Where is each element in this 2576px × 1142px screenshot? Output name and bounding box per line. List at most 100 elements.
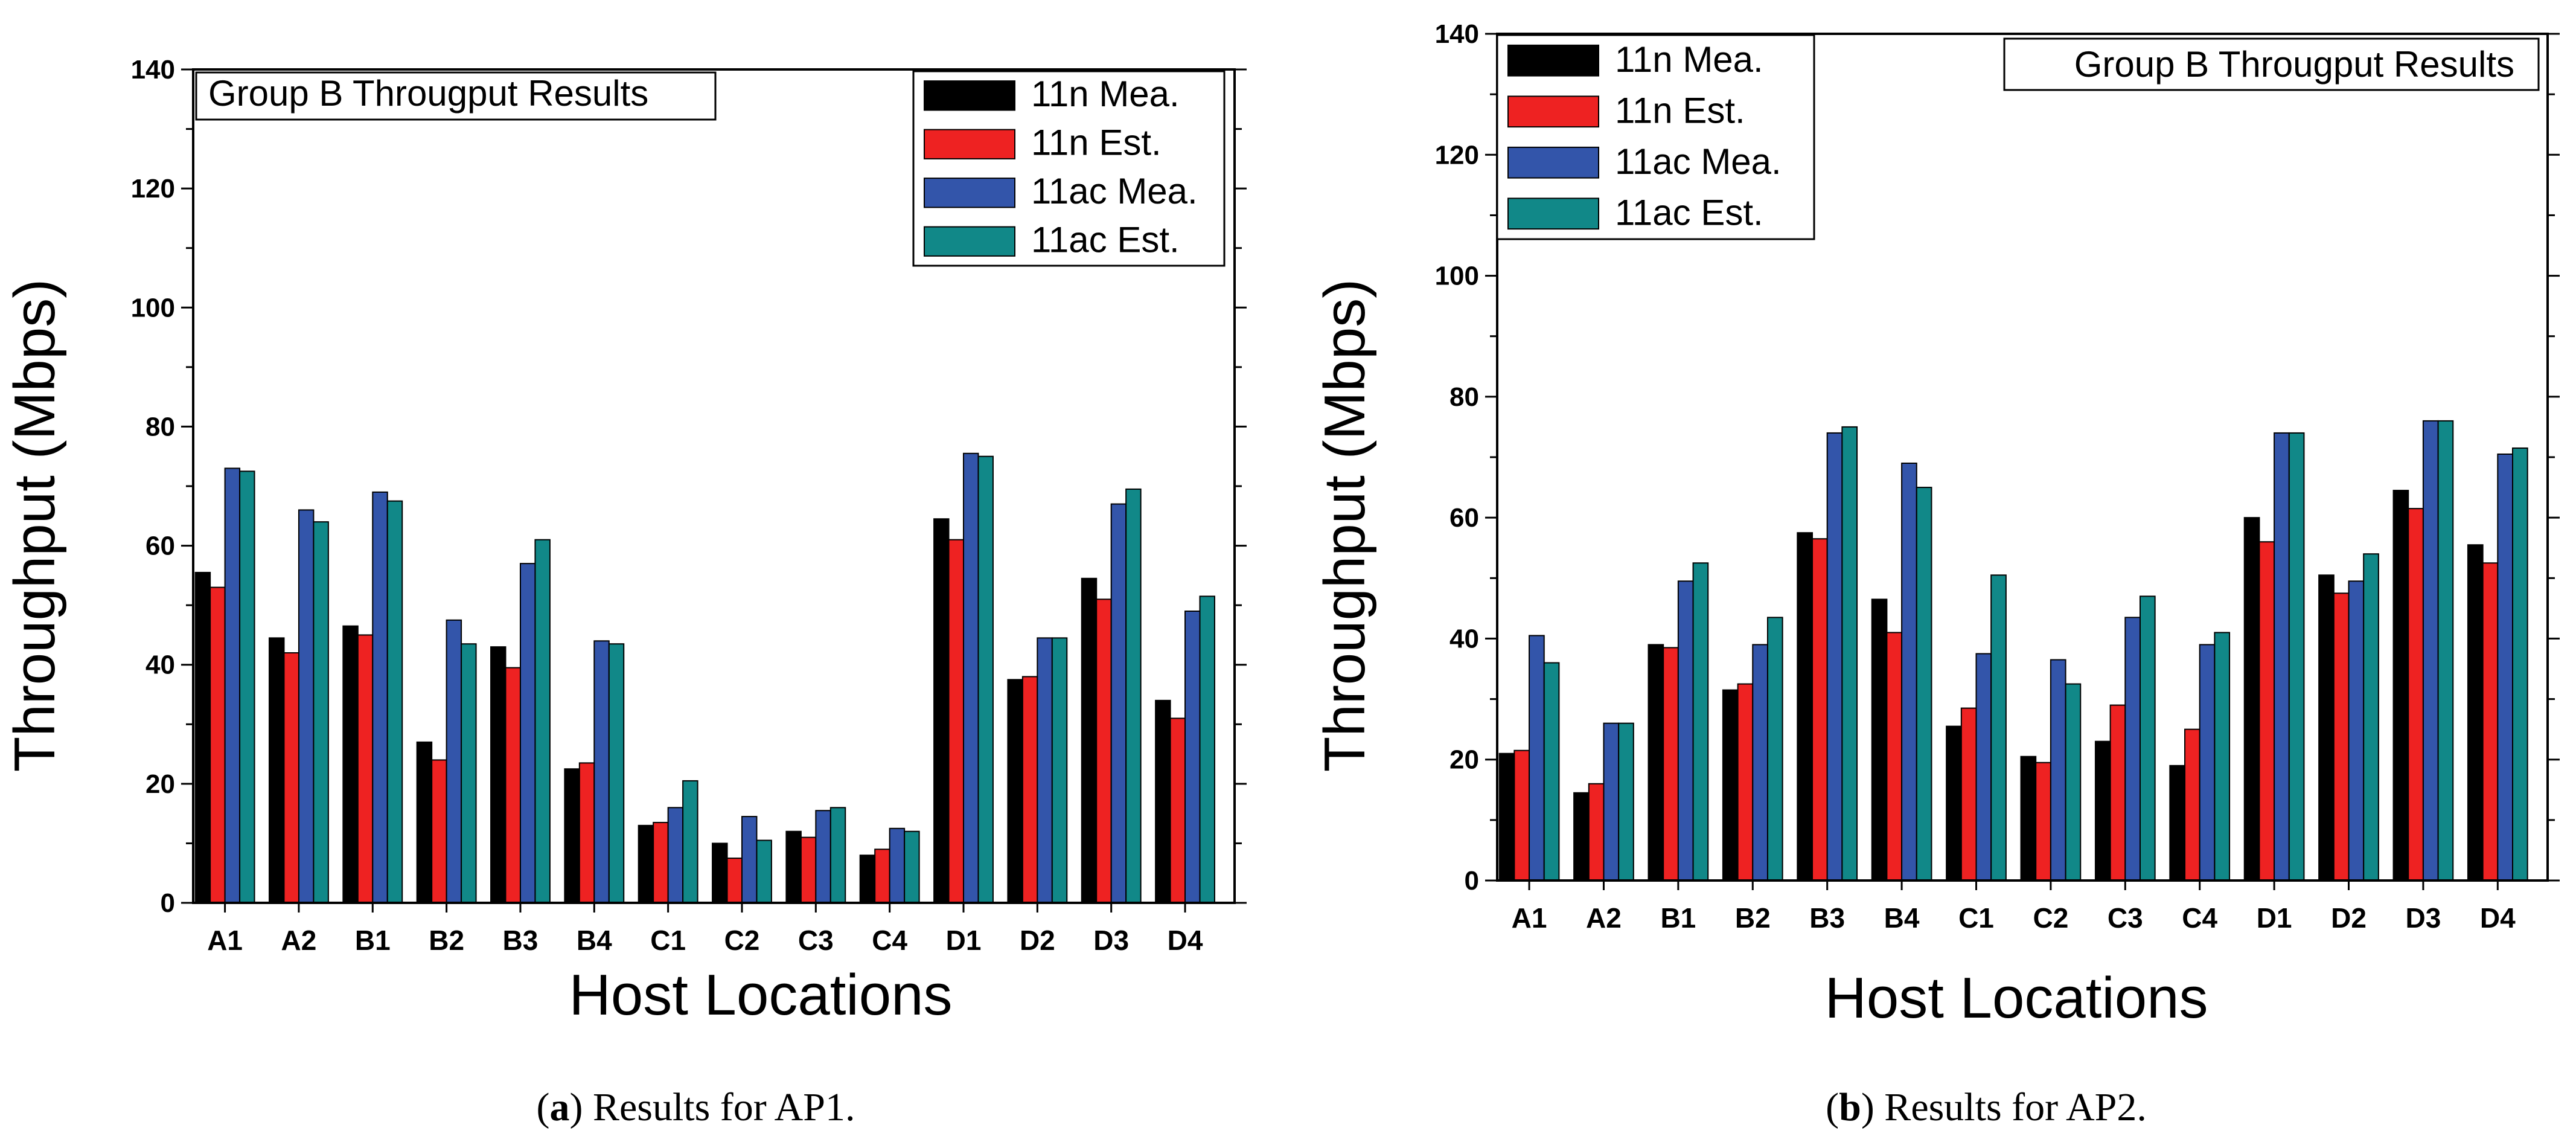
bar-11ac-mea--b2 (446, 619, 462, 904)
bar-11ac-est--c4 (2214, 632, 2231, 882)
x-axis-label: Host Locations (569, 963, 952, 1027)
x-axis-label: Host Locations (1824, 966, 2208, 1030)
bar-11ac-mea--a2 (298, 509, 315, 903)
x-tick-label: D4 (1168, 925, 1203, 956)
legend-label: 11n Mea. (1615, 39, 1763, 80)
bar-11n-est--b1 (1663, 647, 1679, 881)
bar-11n-mea--b4 (1871, 598, 1888, 882)
bar-11n-est--c4 (2184, 728, 2200, 882)
chart-title: Group B Througput Results (208, 73, 648, 114)
legend-swatch (1507, 44, 1599, 77)
legend-label: 11n Mea. (1031, 74, 1180, 114)
y-tick-label: 100 (131, 293, 175, 322)
bar-11n-mea--a1 (194, 571, 211, 903)
bar-11n-est--c1 (1960, 707, 1977, 881)
bar-11ac-mea--b3 (1826, 432, 1843, 881)
bar-11n-est--b3 (505, 667, 521, 903)
bar-11n-est--d1 (2258, 541, 2275, 881)
bar-11n-mea--d4 (1155, 699, 1171, 903)
bar-11n-est--b1 (357, 634, 374, 904)
bar-11ac-est--c1 (682, 780, 698, 904)
bar-11n-mea--b1 (1648, 644, 1664, 881)
bar-11n-mea--c1 (1946, 725, 1962, 882)
caption-open: ( (1826, 1085, 1839, 1129)
caption-letter: a (549, 1085, 569, 1129)
bar-11ac-mea--c1 (1975, 653, 1992, 881)
y-tick-label: 60 (145, 531, 175, 561)
bar-11n-est--a2 (283, 652, 299, 903)
bar-11ac-est--d2 (1051, 637, 1068, 903)
bar-11ac-est--b1 (386, 500, 403, 903)
caption-open: ( (536, 1085, 549, 1129)
bar-11n-est--c3 (800, 836, 817, 903)
bar-11n-est--c1 (653, 821, 669, 904)
y-tick-label: 140 (1435, 19, 1479, 49)
bar-11n-est--c2 (726, 858, 743, 903)
bar-11n-mea--d1 (933, 518, 950, 903)
bar-11ac-mea--a2 (1603, 722, 1620, 881)
x-tick-label: A1 (207, 925, 243, 956)
bar-11n-mea--b3 (490, 646, 507, 903)
x-tick-label: B4 (577, 925, 612, 956)
bar-11ac-est--b1 (1692, 562, 1709, 881)
bar-11n-mea--c3 (785, 830, 802, 903)
bar-11ac-est--b4 (1916, 487, 1932, 881)
bar-11n-mea--a1 (1498, 752, 1515, 881)
bar-11n-mea--b2 (1722, 689, 1739, 882)
x-tick-label: C2 (2033, 902, 2068, 934)
bar-11ac-est--c2 (756, 839, 772, 903)
chart-ap1: A1 A2 B1 B2 B3 B4 C1 C2 C3 C4 D1 D2 D3 D4 0 20 40 60 80 100… (2, 55, 1247, 1129)
x-tick-label: C1 (1958, 902, 1994, 934)
legend-label: 11n Est. (1615, 90, 1745, 130)
bar-11ac-mea--b3 (519, 563, 536, 903)
bar-11ac-est--d4 (2512, 447, 2528, 881)
legend-label: 11ac Est. (1031, 219, 1180, 260)
bar-11ac-mea--c2 (741, 816, 758, 903)
bar-11ac-est--b3 (534, 539, 551, 903)
chart-ap2: A1 A2 B1 B2 B3 B4 C1 C2 C3 C4 D1 D2 D3 D4 0 20 40 60 80 100… (1312, 19, 2560, 1129)
bar-11ac-est--d1 (977, 455, 994, 903)
x-tick-label: C4 (2182, 902, 2217, 934)
bar-11ac-mea--d1 (2274, 432, 2290, 881)
bar-11ac-mea--a1 (224, 467, 241, 903)
x-tick-label: A1 (1512, 902, 1547, 934)
x-tick-label: D2 (1020, 925, 1055, 956)
bar-11ac-mea--d4 (2497, 453, 2513, 881)
legend-swatch (1507, 95, 1599, 128)
x-tick-label: D3 (1093, 925, 1129, 956)
legend-label: 11ac Mea. (1031, 171, 1198, 211)
bar-11n-mea--c3 (2094, 740, 2111, 882)
bar-11ac-mea--b2 (1752, 644, 1768, 881)
bar-11n-mea--c1 (638, 824, 654, 903)
bar-11ac-est--b3 (1841, 426, 1858, 881)
bar-11ac-mea--d1 (963, 452, 979, 903)
x-tick-label: B4 (1884, 902, 1920, 934)
x-tick-label: B3 (1809, 902, 1845, 934)
bar-11ac-est--d2 (2363, 553, 2379, 881)
x-tick-label: C4 (872, 925, 907, 956)
bar-11n-est--d2 (1021, 676, 1038, 904)
x-tick-label: B2 (1735, 902, 1771, 934)
y-tick-label: 140 (131, 55, 175, 85)
bar-11ac-est--c4 (904, 830, 920, 903)
x-tick-label: C3 (798, 925, 834, 956)
bar-11n-mea--b2 (416, 741, 433, 903)
bar-11ac-est--a2 (313, 521, 329, 903)
bar-11n-mea--c2 (2020, 755, 2037, 881)
bar-11n-mea--d1 (2243, 517, 2260, 881)
figure-caption: (a) Results for AP1. (536, 1085, 855, 1129)
bar-11n-est--a1 (209, 586, 226, 903)
x-tick-label: D2 (2331, 902, 2367, 934)
bar-11n-est--a2 (1588, 783, 1605, 882)
bar-11ac-mea--d4 (1184, 611, 1201, 903)
x-tick-label: D1 (2257, 902, 2292, 934)
title-box (195, 71, 717, 121)
caption-letter: b (1839, 1085, 1861, 1129)
bar-11ac-mea--b1 (372, 491, 388, 903)
bar-11n-est--d3 (1096, 598, 1112, 903)
legend-swatch (924, 226, 1015, 257)
caption-text: ) Results for AP1. (569, 1085, 855, 1129)
bar-11n-est--d2 (2333, 592, 2350, 881)
legend-label: 11n Est. (1031, 122, 1162, 162)
x-tick-label: A2 (1586, 902, 1622, 934)
